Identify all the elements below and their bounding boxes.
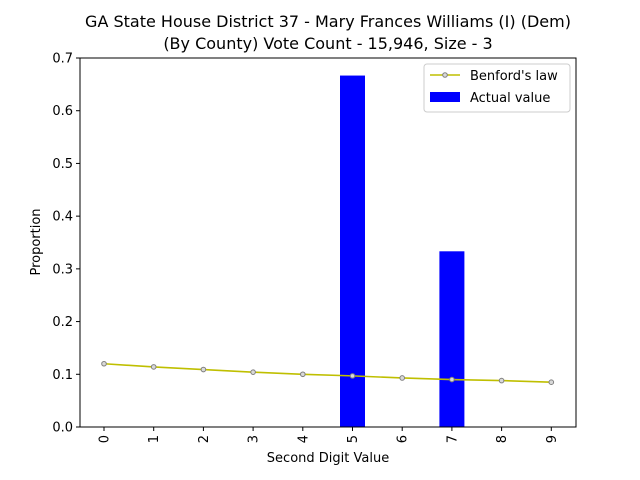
chart-title-line1: GA State House District 37 - Mary France… xyxy=(85,12,571,31)
bar-digit-5 xyxy=(340,75,365,427)
legend-label-actual: Actual value xyxy=(470,91,550,106)
y-tick-label: 0.1 xyxy=(52,368,73,383)
x-tick-label: 9 xyxy=(545,435,560,443)
x-tick-label: 2 xyxy=(197,435,212,443)
benford-point-9 xyxy=(548,379,555,385)
benford-point-0 xyxy=(101,360,107,367)
benford-point-1 xyxy=(150,364,157,370)
x-tick-label: 6 xyxy=(396,435,411,443)
x-axis-ticks: 0 1 2 3 4 5 6 7 8 9 xyxy=(98,427,560,443)
bar-digit-7 xyxy=(439,251,465,427)
x-tick-label: 8 xyxy=(495,435,510,443)
y-tick-label: 0.7 xyxy=(52,52,73,67)
y-tick-label: 0.6 xyxy=(52,104,73,119)
y-tick-label: 0.2 xyxy=(52,315,73,330)
x-tick-label: 1 xyxy=(147,435,162,443)
benford-point-7 xyxy=(449,376,455,383)
x-tick-label: 4 xyxy=(296,435,311,443)
benford-point-3 xyxy=(250,369,256,375)
x-axis-label: Second Digit Value xyxy=(267,451,389,466)
x-tick-label: 0 xyxy=(98,435,113,443)
benford-point-5 xyxy=(349,373,356,379)
legend-line-marker xyxy=(442,72,448,78)
x-tick-label: 7 xyxy=(445,435,460,443)
benford-point-2 xyxy=(200,366,207,373)
bars-layer xyxy=(340,75,465,427)
legend-label-benford: Benford's law xyxy=(470,69,558,84)
benford-point-6 xyxy=(399,375,406,381)
legend-bar-swatch xyxy=(430,92,460,102)
legend-box xyxy=(423,63,571,113)
benford-point-4 xyxy=(300,371,306,378)
chart-title-line2: (By County) Vote Count - 15,946, Size - … xyxy=(163,34,492,53)
y-tick-label: 0.0 xyxy=(52,421,73,436)
y-axis-label: Proportion xyxy=(29,208,44,275)
legend: Benford's law Actual value xyxy=(423,63,571,113)
benford-line-layer xyxy=(101,360,555,385)
x-tick-label: 3 xyxy=(247,435,262,443)
benford-line xyxy=(103,362,552,383)
y-tick-label: 0.4 xyxy=(52,210,73,225)
x-tick-label: 5 xyxy=(346,435,361,443)
y-axis-ticks: 0.0 0.1 0.2 0.3 0.4 0.5 0.6 0.7 xyxy=(52,52,80,436)
plot-frame xyxy=(79,57,577,428)
y-tick-label: 0.3 xyxy=(52,262,73,277)
benford-point-8 xyxy=(498,377,505,384)
y-tick-label: 0.5 xyxy=(52,157,73,172)
